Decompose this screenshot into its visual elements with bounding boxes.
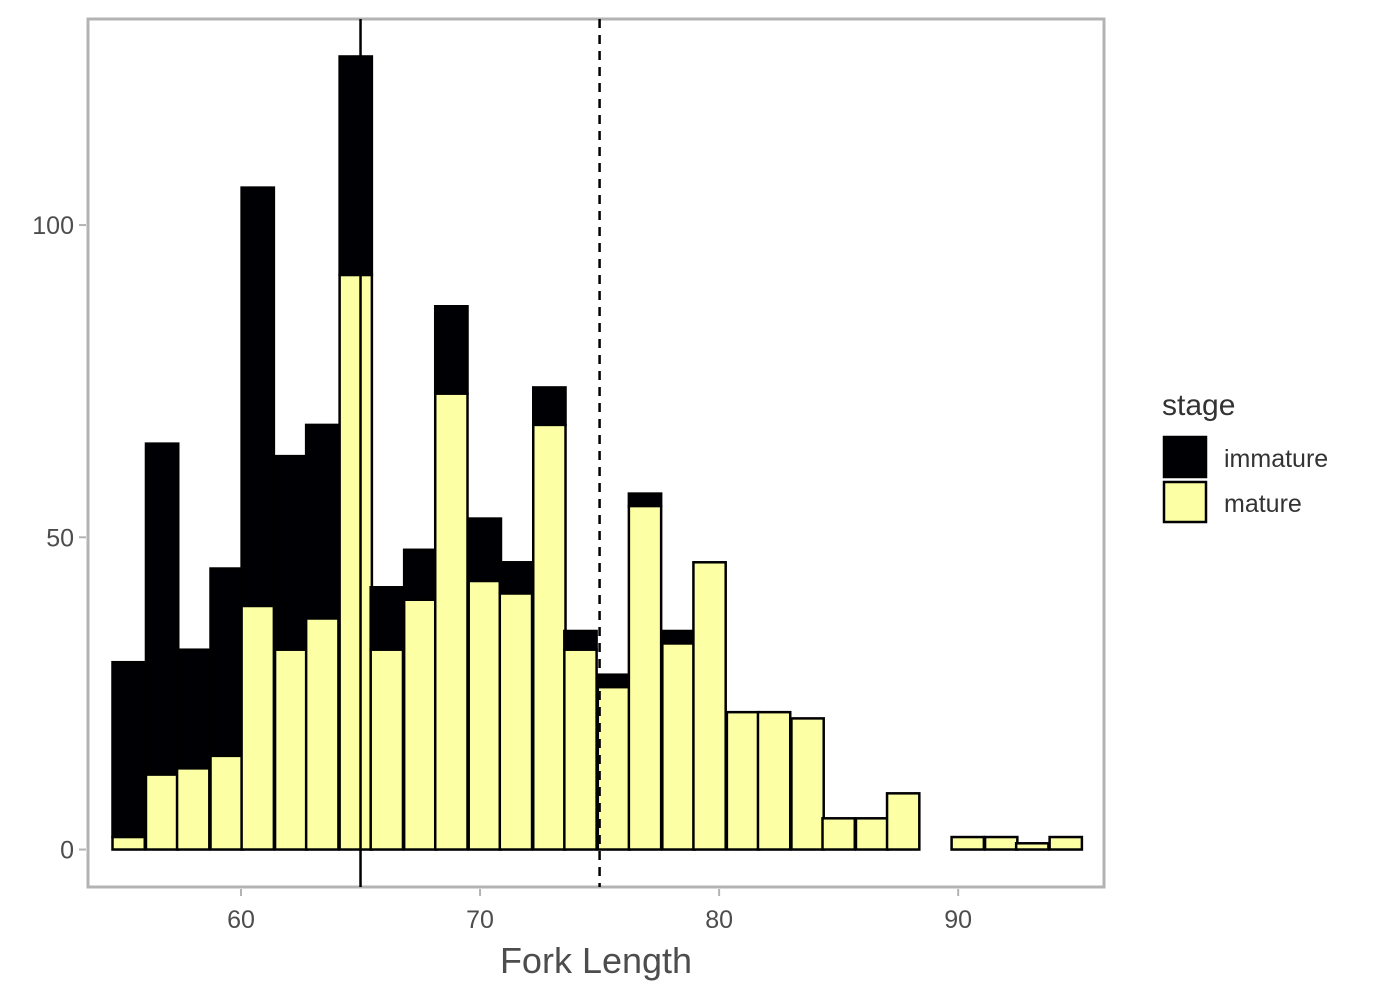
bar-mature-11 — [467, 579, 503, 851]
bar-mature-15 — [596, 685, 632, 851]
bar-mature-1 — [144, 773, 180, 851]
bar-mature-5 — [273, 648, 309, 851]
legend-swatch-immature — [1162, 435, 1208, 479]
bar-mature-22 — [821, 817, 857, 851]
bar-mature-7 — [338, 273, 374, 851]
bar-mature-9 — [402, 598, 438, 851]
bar-mature-10 — [433, 392, 469, 851]
bar-mature-0 — [111, 835, 147, 851]
bar-immature-9 — [402, 548, 438, 601]
bar-mature-14 — [563, 648, 598, 851]
y-axis: 0 50 100 — [32, 212, 86, 865]
bar-immature-1 — [144, 442, 180, 776]
bar-mature-29 — [1048, 835, 1084, 851]
bar-immature-17 — [661, 629, 696, 645]
bar-mature-19 — [725, 710, 761, 851]
bar-immature-11 — [467, 517, 503, 583]
bar-mature-8 — [369, 648, 405, 851]
x-axis-title: Fork Length — [500, 940, 692, 981]
bar-mature-13 — [531, 423, 567, 851]
bar-immature-12 — [498, 561, 534, 595]
bar-mature-27 — [983, 835, 1019, 851]
bar-immature-4 — [240, 186, 276, 608]
legend-label-mature: mature — [1224, 490, 1302, 518]
x-tick-label: 60 — [227, 906, 255, 934]
bar-immature-10 — [433, 305, 469, 395]
legend-title: stage — [1162, 389, 1235, 422]
bar-immature-14 — [563, 629, 598, 651]
legend-label-immature: immature — [1224, 445, 1328, 473]
bar-immature-3 — [209, 567, 245, 758]
bars-layer — [111, 55, 1084, 851]
bar-mature-28 — [1014, 842, 1050, 851]
bar-mature-23 — [854, 817, 890, 851]
bar-immature-5 — [273, 454, 309, 651]
y-tick-label: 100 — [32, 212, 74, 240]
bar-immature-2 — [175, 648, 211, 770]
x-tick-label: 90 — [944, 906, 972, 934]
legend-swatch-mature — [1162, 480, 1208, 524]
bar-mature-26 — [950, 835, 986, 851]
x-axis: 60 70 80 90 — [227, 889, 972, 934]
bar-immature-6 — [304, 423, 340, 620]
bar-mature-24 — [885, 792, 921, 851]
bar-immature-0 — [111, 660, 147, 839]
y-tick-label: 0 — [60, 837, 74, 865]
bar-mature-20 — [756, 710, 792, 851]
bar-mature-6 — [304, 617, 340, 851]
bar-immature-15 — [596, 673, 632, 689]
x-tick-label: 80 — [705, 906, 733, 934]
legend: stage immature mature — [1162, 389, 1328, 524]
bar-mature-4 — [240, 604, 276, 851]
bar-mature-2 — [175, 767, 211, 851]
bar-immature-13 — [531, 386, 567, 427]
bar-mature-16 — [627, 504, 663, 851]
bar-mature-18 — [692, 561, 727, 851]
bar-immature-8 — [369, 586, 405, 651]
bar-immature-16 — [627, 492, 663, 508]
bar-mature-17 — [661, 642, 696, 851]
bar-mature-3 — [209, 754, 245, 851]
x-tick-label: 70 — [466, 906, 494, 934]
bar-mature-12 — [498, 592, 534, 851]
bar-mature-21 — [790, 717, 825, 851]
y-tick-label: 50 — [46, 524, 74, 552]
bar-immature-7 — [338, 55, 374, 277]
reference-lines-layer — [359, 19, 601, 887]
